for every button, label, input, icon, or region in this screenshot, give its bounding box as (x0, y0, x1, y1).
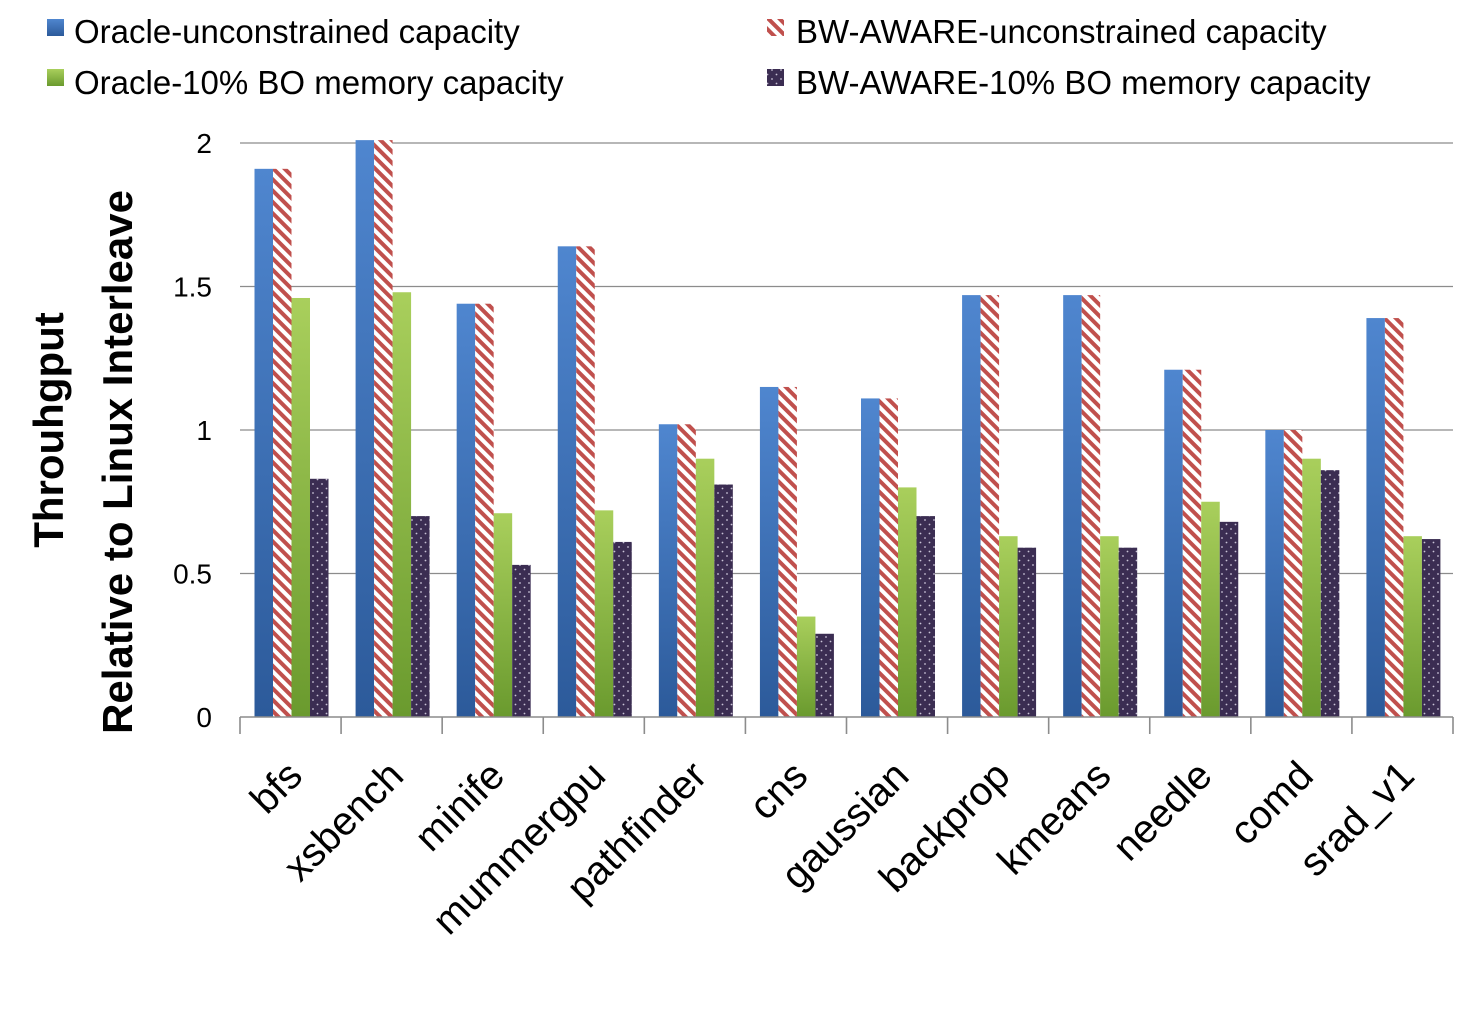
bar-needle-oracle-10-bo-memory-capacity (1201, 501, 1220, 717)
bar-bfs-bw-aware-10-bo-memory-capacity (310, 478, 329, 717)
y-tick-labels: 0 0.5 1 1.5 2 (173, 128, 212, 733)
bar-backprop-bw-aware-10-bo-memory-capacity (1017, 547, 1037, 717)
bar-srad-v1-bw-aware-unconstrained-capacity (1384, 318, 1404, 717)
bar-group-needle (1164, 369, 1239, 717)
y-tick-label-0: 0 (196, 702, 212, 733)
bar-group-bfs (254, 168, 329, 717)
legend-item-bwaware-10pct: BW-AWARE-10% BO memory capacity (767, 64, 1371, 101)
bar-cns-bw-aware-10-bo-memory-capacity (815, 633, 834, 717)
bar-bfs-bw-aware-unconstrained-capacity (273, 168, 292, 717)
bar-group-gaussian (861, 398, 935, 717)
legend-swatch-oracle-unconstrained (47, 19, 64, 36)
legend-swatch-bwaware-10pct (767, 69, 784, 86)
legend-label-bwaware-unconstrained: BW-AWARE-unconstrained capacity (796, 13, 1327, 50)
bar-pathfinder-bw-aware-unconstrained-capacity (677, 424, 696, 717)
bar-minife-oracle-unconstrained-capacity (456, 303, 476, 717)
bar-comd-bw-aware-10-bo-memory-capacity (1320, 470, 1340, 717)
bar-group-cns (759, 386, 834, 717)
bar-cns-oracle-10-bo-memory-capacity (796, 616, 816, 717)
bar-needle-bw-aware-unconstrained-capacity (1182, 369, 1202, 717)
y-tick-label-1: 1 (196, 415, 212, 446)
bar-gaussian-bw-aware-unconstrained-capacity (879, 398, 898, 717)
bar-comd-bw-aware-unconstrained-capacity (1283, 430, 1303, 717)
bar-xsbench-bw-aware-10-bo-memory-capacity (411, 516, 430, 717)
bar-group-srad-v1 (1366, 318, 1441, 717)
bar-comd-oracle-unconstrained-capacity (1265, 430, 1284, 717)
bar-backprop-oracle-unconstrained-capacity (962, 295, 981, 717)
bar-kmeans-bw-aware-10-bo-memory-capacity (1118, 547, 1138, 717)
bar-needle-oracle-unconstrained-capacity (1164, 369, 1183, 717)
bar-kmeans-oracle-10-bo-memory-capacity (1100, 536, 1119, 717)
legend-item-oracle-10pct: Oracle-10% BO memory capacity (47, 64, 564, 101)
y-axis-title: Throuhgput Relative to Linux Interleave (25, 190, 141, 734)
bar-group-mummergpu (557, 246, 632, 717)
bar-gaussian-oracle-unconstrained-capacity (861, 398, 880, 717)
bar-srad-v1-oracle-10-bo-memory-capacity (1403, 536, 1422, 717)
bar-xsbench-oracle-unconstrained-capacity (355, 140, 375, 717)
legend-item-bwaware-unconstrained: BW-AWARE-unconstrained capacity (767, 13, 1327, 50)
gridlines (240, 142, 1453, 575)
bar-group-pathfinder (658, 424, 733, 717)
legend: Oracle-unconstrained capacity BW-AWARE-u… (47, 13, 1371, 101)
bar-needle-bw-aware-10-bo-memory-capacity (1219, 521, 1239, 717)
legend-swatch-bwaware-unconstrained (767, 19, 784, 36)
bar-kmeans-oracle-unconstrained-capacity (1063, 295, 1082, 717)
bar-mummergpu-bw-aware-10-bo-memory-capacity (613, 541, 632, 717)
legend-label-bwaware-10pct: BW-AWARE-10% BO memory capacity (796, 64, 1371, 101)
bar-gaussian-bw-aware-10-bo-memory-capacity (916, 516, 935, 717)
bar-srad-v1-oracle-unconstrained-capacity (1366, 318, 1385, 717)
y-tick-label-0-5: 0.5 (173, 559, 212, 590)
bar-backprop-oracle-10-bo-memory-capacity (999, 536, 1018, 717)
x-tick-label-srad-v1: srad_v1 (1291, 753, 1423, 885)
bar-minife-oracle-10-bo-memory-capacity (493, 513, 513, 717)
bar-xsbench-bw-aware-unconstrained-capacity (374, 140, 393, 717)
bar-group-kmeans (1063, 295, 1138, 717)
y-tick-label-1-5: 1.5 (173, 272, 212, 303)
x-tick-label-needle: needle (1105, 753, 1221, 869)
bar-group-comd (1265, 430, 1340, 717)
x-tick-label-bfs: bfs (242, 753, 311, 822)
legend-swatch-oracle-10pct (47, 69, 64, 86)
bar-kmeans-bw-aware-unconstrained-capacity (1081, 295, 1101, 717)
y-tick-label-2: 2 (196, 128, 212, 159)
bar-pathfinder-oracle-unconstrained-capacity (658, 424, 678, 717)
x-tick-label-cns: cns (741, 753, 816, 828)
bar-minife-bw-aware-unconstrained-capacity (475, 303, 494, 717)
bar-bfs-oracle-unconstrained-capacity (254, 168, 273, 717)
bars (254, 140, 1441, 717)
x-tick-label-kmeans: kmeans (989, 753, 1119, 883)
bar-group-backprop (962, 295, 1037, 717)
bar-pathfinder-oracle-10-bo-memory-capacity (695, 458, 715, 717)
bar-xsbench-oracle-10-bo-memory-capacity (392, 292, 412, 717)
bar-comd-oracle-10-bo-memory-capacity (1302, 458, 1321, 717)
bar-cns-bw-aware-unconstrained-capacity (778, 386, 797, 717)
bar-gaussian-oracle-10-bo-memory-capacity (898, 487, 917, 717)
bar-bfs-oracle-10-bo-memory-capacity (291, 297, 310, 717)
bar-group-minife (456, 303, 531, 717)
legend-item-oracle-unconstrained: Oracle-unconstrained capacity (47, 13, 520, 50)
x-axis (239, 716, 1454, 734)
bar-pathfinder-bw-aware-10-bo-memory-capacity (714, 484, 733, 717)
bar-minife-bw-aware-10-bo-memory-capacity (512, 564, 531, 717)
bar-backprop-bw-aware-unconstrained-capacity (980, 295, 1000, 717)
bar-mummergpu-oracle-10-bo-memory-capacity (594, 510, 614, 717)
y-axis-title-line-2: Relative to Linux Interleave (94, 190, 141, 734)
legend-label-oracle-10pct: Oracle-10% BO memory capacity (74, 64, 564, 101)
bar-cns-oracle-unconstrained-capacity (759, 386, 779, 717)
bar-mummergpu-bw-aware-unconstrained-capacity (576, 246, 595, 717)
bar-srad-v1-bw-aware-10-bo-memory-capacity (1421, 539, 1441, 717)
bar-group-xsbench (355, 140, 430, 717)
legend-label-oracle-unconstrained: Oracle-unconstrained capacity (74, 13, 520, 50)
bar-mummergpu-oracle-unconstrained-capacity (557, 246, 577, 717)
y-axis-title-line-1: Throuhgput (25, 312, 72, 548)
